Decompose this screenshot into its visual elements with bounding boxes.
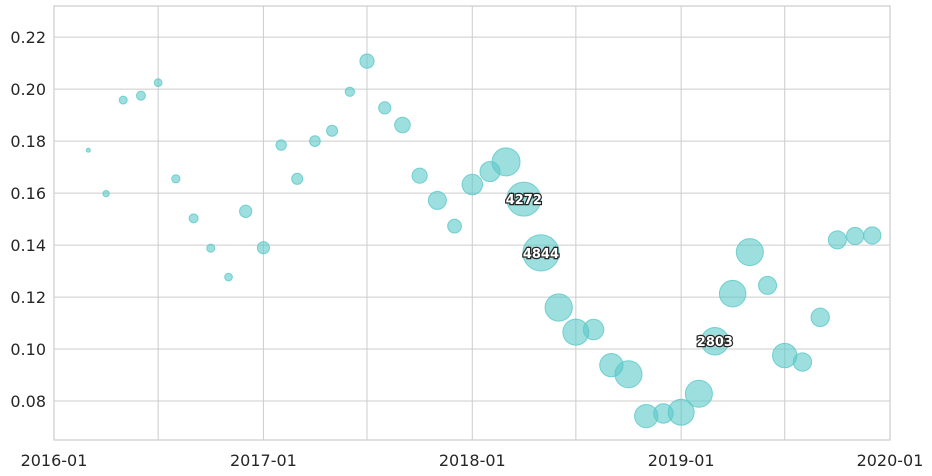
x-axis-ticks: 2016-01 2017-01 2018-01 2019-01 2020-01 [21, 451, 924, 470]
scatter-point [118, 95, 128, 105]
plot-border [53, 5, 891, 441]
scatter-point [792, 352, 813, 372]
scatter-point [863, 226, 882, 245]
scatter-point [394, 116, 411, 134]
x-tick-label: 2019-01 [648, 451, 715, 470]
plot-frame [53, 5, 891, 441]
scatter-point [153, 78, 163, 88]
scatter-point [411, 167, 428, 184]
scatter-point [461, 173, 484, 196]
scatter-point [491, 147, 521, 177]
scatter-point [239, 204, 253, 218]
scatter-point [522, 234, 560, 272]
y-tick-label: 0.08 [10, 392, 46, 411]
scatter-point [827, 230, 847, 250]
scatter-point [135, 90, 146, 101]
scatter-point [544, 293, 573, 322]
scatter-point [291, 172, 304, 185]
scatter-point [810, 307, 830, 328]
scatter-point [667, 398, 695, 426]
scatter-point [845, 226, 865, 246]
x-tick-label: 2017-01 [230, 451, 297, 470]
y-tick-label: 0.14 [10, 236, 46, 255]
x-tick-label: 2016-01 [21, 451, 88, 470]
point-value-label: 4272 [506, 193, 542, 208]
y-tick-label: 0.10 [10, 340, 46, 359]
scatter-point [447, 218, 462, 234]
y-tick-label: 0.18 [10, 132, 46, 151]
scatter-point [735, 238, 764, 267]
y-axis-ticks: 0.08 0.10 0.12 0.14 0.16 0.18 0.20 0.22 [10, 28, 46, 411]
scatter-point [326, 124, 339, 137]
scatter-point [718, 279, 747, 308]
point-value-label: 2803 [697, 335, 733, 350]
scatter-point [378, 101, 392, 115]
y-tick-label: 0.22 [10, 28, 46, 47]
scatter-point [206, 243, 216, 253]
scatter-point [344, 86, 355, 97]
gridlines [53, 6, 891, 440]
scatter-point [85, 147, 91, 153]
scatter-point [224, 272, 233, 282]
scatter-point [171, 174, 181, 184]
scatter-point [614, 360, 643, 389]
x-tick-label: 2018-01 [439, 451, 506, 470]
y-tick-label: 0.20 [10, 80, 46, 99]
scatter-point [275, 139, 287, 151]
y-tick-label: 0.16 [10, 184, 46, 203]
scatter-point [309, 135, 321, 147]
y-tick-label: 0.12 [10, 288, 46, 307]
scatter-point [256, 241, 270, 255]
scatter-point [102, 189, 110, 198]
point-value-label: 4844 [523, 247, 559, 262]
scatter-point [427, 190, 447, 210]
x-tick-label: 2020-01 [857, 451, 924, 470]
scatter-point [758, 275, 778, 295]
scatter-point [359, 53, 375, 69]
scatter-point [582, 318, 605, 341]
data-points [85, 53, 882, 429]
scatter-point [188, 213, 199, 224]
scatter-point [684, 379, 713, 408]
data-labels: 4272 4844 2803 [504, 192, 734, 352]
scatter-point [506, 181, 542, 217]
scatter-point [700, 326, 730, 356]
